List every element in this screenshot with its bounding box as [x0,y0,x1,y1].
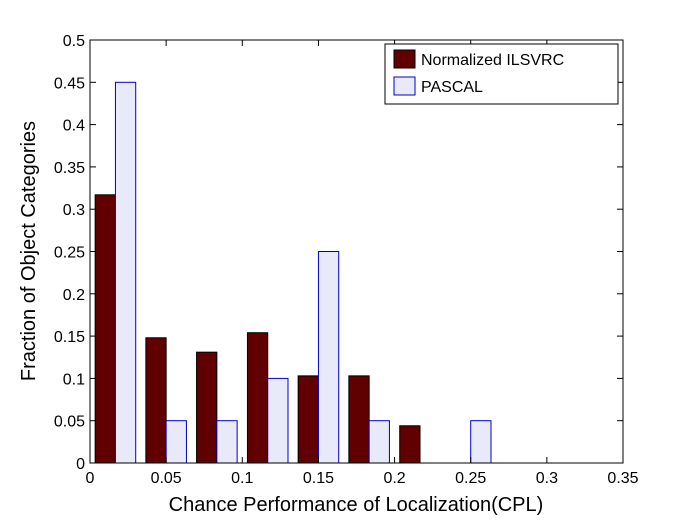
legend-swatch-pascal [393,76,416,96]
tick-labels-group: 0 0.05 0.1 0.15 0.2 0.25 0.3 0.35 0 0.05 0.1 0.15 0.… [54,33,639,487]
bar-ilsvrc-1 [145,337,167,464]
y-tick-label: 0.35 [54,160,85,177]
y-axis-label: Fraction of Object Categories [18,121,40,381]
bar-pascal-4 [317,251,340,464]
x-axis-label: Chance Performance of Localization(CPL) [169,494,544,516]
x-tick-label: 0.35 [607,470,638,487]
x-tick-label: 0.25 [455,470,486,487]
legend: Normalized ILSVRC PASCAL [384,43,619,105]
bar-pascal-0 [114,81,137,464]
x-tick-label: 0 [86,470,95,487]
bar-ilsvrc-3 [246,332,269,464]
y-tick-label: 0.3 [63,202,85,219]
bar-pascal-5 [368,420,390,464]
y-tick-label: 0 [76,456,85,473]
legend-box [384,43,619,105]
y-tick-label: 0.45 [54,75,85,92]
bar-pascal-7 [470,420,492,464]
x-tick-label: 0.1 [231,470,253,487]
bar-ilsvrc-5 [348,375,370,464]
y-tick-label: 0.25 [54,245,85,262]
bar-pascal-2 [216,420,238,464]
y-tick-label: 0.4 [63,118,85,135]
bar-ilsvrc-6 [399,425,421,464]
bar-pascal-1 [165,420,187,464]
x-tick-label: 0.05 [151,470,182,487]
x-tick-label: 0.15 [303,470,334,487]
x-tick-label: 0.3 [536,470,558,487]
y-tick-label: 0.2 [63,287,85,304]
bar-ilsvrc-4 [297,375,319,464]
y-tick-label: 0.1 [63,371,85,388]
bar-ilsvrc-2 [196,351,218,464]
bar-pascal-3 [267,377,289,464]
legend-swatch-ilsvrc [393,49,416,69]
legend-label-ilsvrc: Normalized ILSVRC [421,52,564,69]
y-tick-label: 0.5 [63,33,85,50]
bar-ilsvrc-0 [94,194,116,464]
y-tick-label: 0.05 [54,414,85,431]
legend-label-pascal: PASCAL [421,79,483,96]
y-tick-label: 0.15 [54,329,85,346]
x-tick-label: 0.2 [383,470,405,487]
